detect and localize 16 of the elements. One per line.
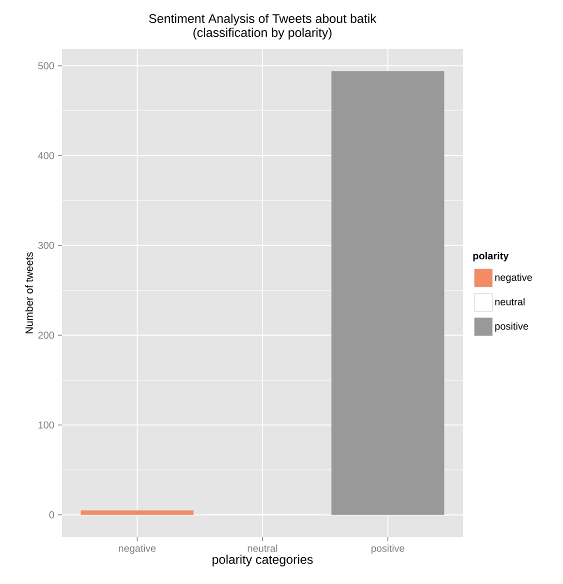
x-tick-label: negative <box>118 544 156 554</box>
x-axis-title: polarity categories <box>212 554 313 566</box>
x-tick-label: positive <box>372 544 404 554</box>
y-tick-label: 200 <box>38 332 54 339</box>
legend-label: neutral <box>495 298 525 306</box>
legend-title: polarity <box>473 252 509 262</box>
y-tick-label: 500 <box>38 62 54 70</box>
y-tick-label: 300 <box>38 242 54 249</box>
legend-label: positive <box>495 322 528 332</box>
y-tick-label: 100 <box>38 421 54 429</box>
legend-label: negative <box>495 274 532 283</box>
x-tick-label: neutral <box>248 544 278 552</box>
y-tick-label: 0 <box>49 511 54 518</box>
y-tick-label: 400 <box>38 152 54 160</box>
y-axis-title: Number of tweets <box>25 252 33 334</box>
chart-title: Sentiment Analysis of Tweets about batik (classification by polarity) <box>149 14 376 40</box>
